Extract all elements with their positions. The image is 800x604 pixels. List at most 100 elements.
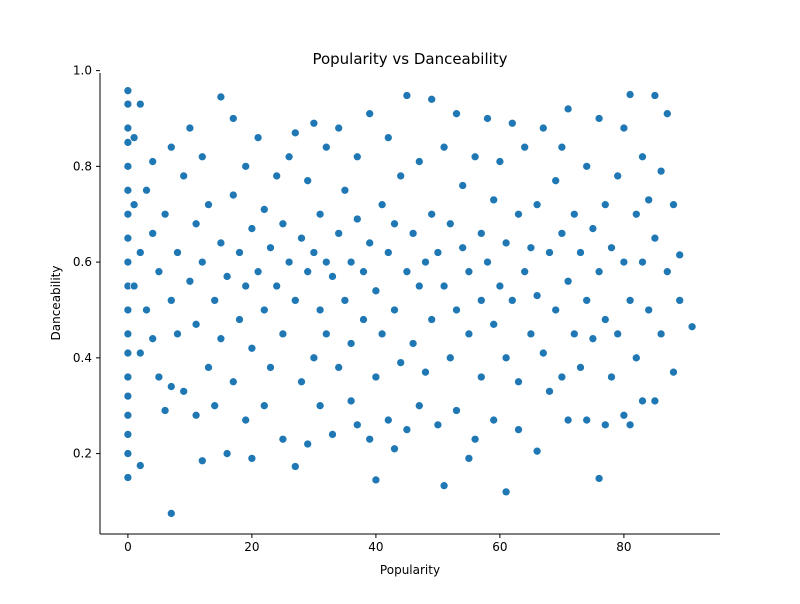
point [309,353,319,363]
point [563,276,573,286]
point [383,133,393,142]
point [191,219,201,229]
point [538,348,548,358]
point [166,142,176,152]
point [123,233,133,243]
point [123,372,133,382]
point [507,296,517,305]
point [290,296,300,305]
point [619,410,629,420]
point [532,446,542,456]
x-tick-label: 80 [616,540,631,554]
point [303,267,313,277]
point [414,401,424,411]
point [135,248,145,257]
point [222,449,232,458]
point [625,296,635,305]
point [594,114,604,123]
point [675,250,685,260]
point [662,267,672,277]
point [445,353,455,363]
y-tick-label: 0.8 [73,159,92,173]
point [247,224,257,233]
point [408,229,418,238]
point [377,200,387,209]
point [520,142,530,152]
point [638,152,647,162]
point [321,257,331,267]
point [452,305,461,315]
point [204,200,213,209]
point [148,157,158,166]
point [272,281,282,291]
point [204,363,213,372]
point [123,473,133,482]
point [216,92,226,102]
point [669,367,678,377]
point [253,133,263,142]
point [538,123,548,133]
point [476,229,486,238]
point [278,434,288,444]
point [148,334,158,344]
point [464,454,474,463]
point [470,434,480,444]
point [551,176,561,186]
point [507,118,517,128]
x-tick-label: 0 [124,540,132,554]
point [439,142,449,152]
point [638,396,647,406]
point [625,90,635,99]
point [259,205,269,214]
point [532,291,542,300]
point [464,267,474,277]
point [452,406,461,415]
point [439,481,449,491]
point [160,209,170,219]
point [129,133,139,142]
point [557,229,567,238]
point [166,382,176,391]
point [297,377,306,387]
point [452,109,461,119]
point [247,343,257,353]
point [185,276,195,286]
point [458,243,468,253]
point [328,430,337,439]
point [501,353,511,363]
point [340,296,350,305]
point [439,281,449,291]
point [179,171,189,181]
point [129,200,139,209]
point [123,185,133,195]
point [563,415,573,425]
point [123,329,133,339]
point [284,257,294,267]
point [483,114,492,123]
point [545,386,554,396]
point [346,339,356,348]
point [631,209,641,219]
point [594,474,604,483]
point [495,157,505,166]
point [476,296,486,305]
point [582,415,592,425]
point [173,248,182,257]
point [359,267,368,277]
point [123,257,133,267]
point [228,377,238,387]
chart-title: Popularity vs Danceability [312,50,507,68]
point [576,363,585,372]
point [166,509,176,518]
point [297,233,306,243]
point [557,142,567,152]
point [644,195,654,205]
point [476,372,486,382]
point [352,152,362,162]
point [427,209,437,219]
point [600,420,610,430]
point [563,104,573,114]
point [582,161,592,171]
point [278,329,288,339]
